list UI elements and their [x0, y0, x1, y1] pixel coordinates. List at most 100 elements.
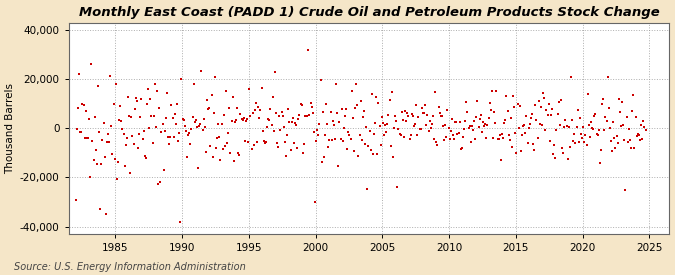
Point: [583, 123, 594, 127]
Point: [130, 107, 140, 111]
Point: [504, 133, 514, 137]
Point: [288, 116, 298, 120]
Point: [576, 132, 587, 136]
Point: [281, 132, 292, 137]
Point: [600, 114, 611, 119]
Point: [439, 138, 450, 142]
Point: [595, 148, 606, 152]
Point: [411, 103, 422, 108]
Point: [597, 102, 608, 106]
Point: [235, 112, 246, 116]
Point: [385, 143, 396, 148]
Point: [77, 101, 88, 106]
Point: [348, 116, 358, 120]
Point: [607, 149, 618, 154]
Point: [223, 131, 234, 135]
Point: [167, 116, 178, 121]
Point: [381, 130, 392, 134]
Point: [146, 114, 157, 118]
Point: [233, 151, 244, 155]
Point: [132, 98, 142, 103]
Point: [332, 111, 343, 116]
Point: [320, 133, 331, 137]
Point: [410, 122, 421, 126]
Point: [244, 87, 254, 91]
Point: [592, 133, 603, 137]
Point: [155, 180, 165, 185]
Point: [182, 155, 192, 159]
Point: [310, 139, 321, 143]
Point: [344, 133, 355, 137]
Point: [298, 151, 308, 155]
Point: [111, 82, 122, 86]
Point: [449, 137, 460, 141]
Point: [576, 136, 587, 141]
Point: [118, 132, 129, 136]
Point: [253, 104, 264, 109]
Point: [178, 118, 189, 122]
Point: [312, 128, 323, 133]
Point: [190, 118, 201, 122]
Point: [532, 136, 543, 140]
Point: [130, 96, 141, 100]
Point: [622, 140, 633, 145]
Point: [379, 133, 389, 138]
Point: [529, 148, 539, 152]
Point: [142, 87, 153, 91]
Point: [391, 119, 402, 123]
Point: [82, 136, 92, 141]
Point: [374, 123, 385, 128]
Point: [605, 139, 616, 143]
Point: [122, 136, 132, 141]
Point: [524, 122, 535, 126]
Point: [470, 137, 481, 141]
Point: [269, 129, 279, 133]
Point: [493, 137, 504, 141]
Point: [487, 89, 497, 94]
Point: [608, 120, 619, 125]
Point: [92, 162, 103, 166]
Point: [256, 86, 267, 91]
Point: [245, 114, 256, 119]
Point: [288, 141, 299, 145]
Point: [340, 114, 350, 118]
Point: [345, 136, 356, 141]
Point: [636, 123, 647, 127]
Point: [483, 116, 494, 120]
Point: [453, 131, 464, 136]
Point: [99, 155, 110, 159]
Point: [358, 108, 369, 113]
Point: [234, 153, 245, 157]
Point: [393, 127, 404, 131]
Point: [367, 152, 378, 156]
Point: [446, 129, 456, 133]
Point: [151, 124, 161, 129]
Point: [573, 139, 584, 144]
Point: [446, 117, 457, 121]
Point: [269, 70, 280, 75]
Point: [148, 114, 159, 118]
Point: [276, 109, 287, 114]
Point: [221, 89, 232, 94]
Point: [588, 127, 599, 131]
Point: [626, 146, 637, 150]
Point: [522, 141, 533, 145]
Point: [315, 78, 326, 82]
Point: [317, 160, 327, 165]
Point: [142, 101, 153, 106]
Point: [564, 125, 574, 129]
Point: [550, 156, 561, 161]
Point: [481, 136, 492, 140]
Point: [238, 116, 249, 120]
Point: [101, 212, 111, 216]
Point: [339, 126, 350, 130]
Point: [491, 89, 502, 93]
Point: [304, 112, 315, 117]
Point: [551, 128, 562, 132]
Point: [581, 143, 592, 147]
Point: [473, 125, 484, 130]
Point: [580, 132, 591, 137]
Point: [492, 136, 503, 141]
Point: [333, 163, 344, 168]
Point: [562, 156, 573, 161]
